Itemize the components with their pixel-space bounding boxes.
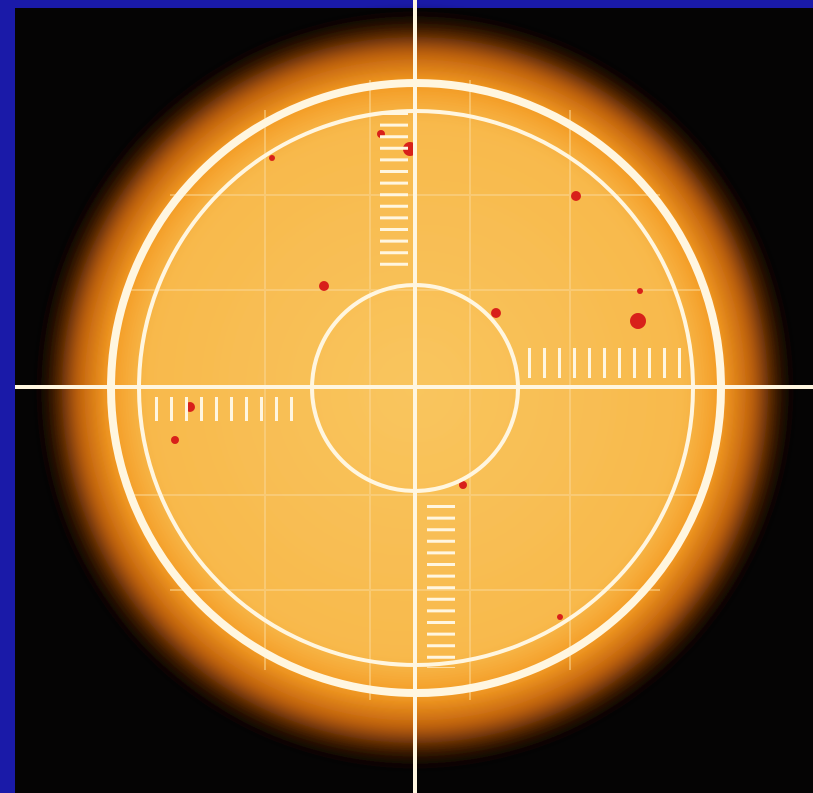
- speck: [557, 614, 563, 620]
- speck: [571, 191, 581, 201]
- speck: [269, 155, 275, 161]
- speck: [171, 436, 179, 444]
- speck: [637, 288, 643, 294]
- speck: [630, 313, 646, 329]
- reticle: [15, 0, 813, 793]
- specks: [171, 130, 646, 620]
- speck: [491, 308, 501, 318]
- speck: [459, 481, 467, 489]
- speck: [319, 281, 329, 291]
